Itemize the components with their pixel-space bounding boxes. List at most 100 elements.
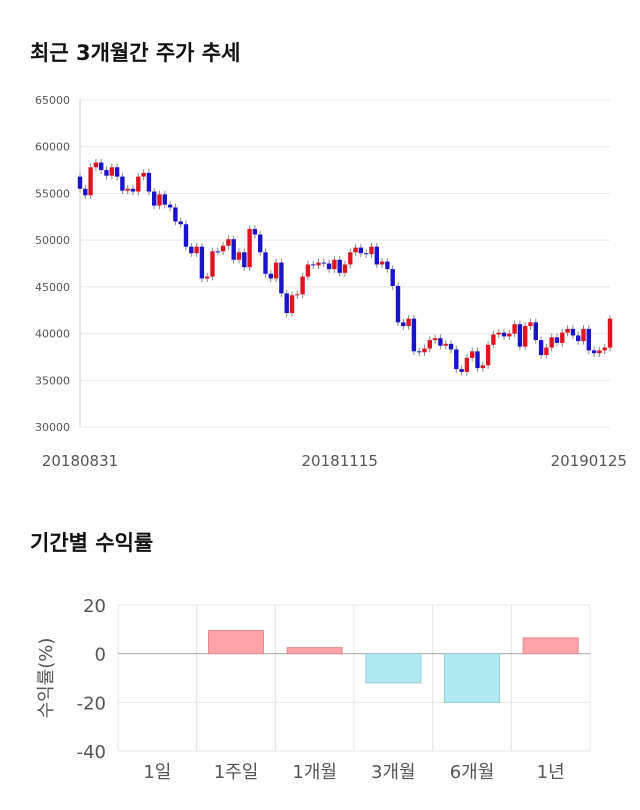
candle-body <box>576 335 581 342</box>
candle-body <box>311 264 316 266</box>
candle-body <box>157 194 162 206</box>
candle-body <box>321 262 326 264</box>
candle-body <box>549 337 554 348</box>
bar <box>286 647 343 655</box>
candle-body <box>215 251 220 253</box>
candle-body <box>146 172 152 192</box>
y-tick-label: 45000 <box>35 281 70 294</box>
candle-body <box>364 253 369 255</box>
candle-body <box>401 322 406 327</box>
candle-body <box>205 276 210 279</box>
candle-body <box>342 264 348 273</box>
candle-body <box>279 262 284 294</box>
candle-body <box>242 252 247 268</box>
candle-body <box>374 246 379 265</box>
candle-body <box>417 351 422 353</box>
y-tick-label: 35000 <box>35 374 70 387</box>
candle-body <box>125 188 130 191</box>
candle-body <box>438 338 443 346</box>
candle-body <box>496 332 501 335</box>
candle-body <box>570 328 576 336</box>
y-tick-label: -40 <box>77 742 106 763</box>
candle-body <box>99 162 104 171</box>
candle-body <box>459 369 464 372</box>
bar <box>365 653 422 684</box>
candle-body <box>501 332 507 337</box>
candle-body <box>220 245 226 252</box>
candle-body <box>448 343 454 350</box>
candle-body <box>273 262 279 279</box>
candle-body <box>411 318 417 352</box>
x-tick-label: 20180831 <box>42 452 118 470</box>
chart-title: 기간별 수익률 <box>30 531 153 555</box>
candle-body <box>523 326 528 347</box>
candle-body <box>252 228 258 235</box>
y-tick-label: 65000 <box>35 94 70 107</box>
candle-body <box>173 207 178 222</box>
candle-body <box>422 348 427 353</box>
candle-body <box>316 262 321 266</box>
candle-body <box>263 252 268 274</box>
candle-body <box>305 264 311 277</box>
candle-body <box>120 176 125 191</box>
y-tick-label: 40000 <box>35 328 70 341</box>
y-tick-label: 50000 <box>35 234 70 247</box>
y-tick-label: 0 <box>95 645 106 666</box>
candle-body <box>443 343 448 346</box>
candle-body <box>586 328 591 351</box>
candle-body <box>485 344 491 366</box>
x-tick-label: 1주일 <box>214 762 259 783</box>
candle-body <box>231 239 236 260</box>
candle-body <box>528 322 533 327</box>
candle-body <box>77 176 83 189</box>
candle-body <box>480 365 485 369</box>
y-tick-label: 20 <box>83 596 106 617</box>
candle-body <box>464 357 470 372</box>
candle-body <box>602 347 607 351</box>
candle-body <box>88 167 93 196</box>
candle-body <box>607 318 613 348</box>
candle-body <box>491 334 496 345</box>
candle-body <box>348 252 353 265</box>
candle-body <box>114 167 120 177</box>
candle-body <box>454 349 459 370</box>
y-tick-label: 60000 <box>35 141 70 154</box>
candle-body <box>162 194 167 205</box>
candle-body <box>512 324 517 334</box>
x-tick-label: 1년 <box>537 762 565 783</box>
candle-body <box>432 338 438 341</box>
y-axis-label: 수익률(%) <box>36 638 57 719</box>
candle-body <box>295 294 300 296</box>
candle-body <box>93 162 99 168</box>
candle-body <box>210 251 215 277</box>
bar <box>207 630 265 655</box>
candle-body <box>258 234 263 253</box>
candle-body <box>167 204 173 208</box>
x-tick-label: 20181115 <box>302 452 378 470</box>
y-tick-label: 30000 <box>35 421 70 434</box>
candle-body <box>597 350 602 354</box>
candle-body <box>427 340 432 349</box>
candle-body <box>544 347 549 356</box>
x-tick-label: 6개월 <box>450 762 495 783</box>
candle-body <box>385 261 390 270</box>
candle-body <box>289 295 295 314</box>
candle-body <box>109 167 114 176</box>
candle-body <box>533 322 538 341</box>
candle-body <box>591 350 597 354</box>
bar <box>522 637 579 655</box>
candle-body <box>130 188 136 192</box>
candle-body <box>507 333 512 337</box>
candle-body <box>395 285 401 323</box>
candle-body <box>406 318 411 327</box>
candle-body <box>369 246 374 255</box>
bar <box>443 653 501 703</box>
candle-body <box>183 224 189 247</box>
candle-body <box>83 188 88 196</box>
x-tick-label: 1개월 <box>292 762 337 783</box>
x-tick-label: 1일 <box>143 762 171 783</box>
y-tick-label: -20 <box>77 693 106 714</box>
candle-body <box>332 259 337 270</box>
